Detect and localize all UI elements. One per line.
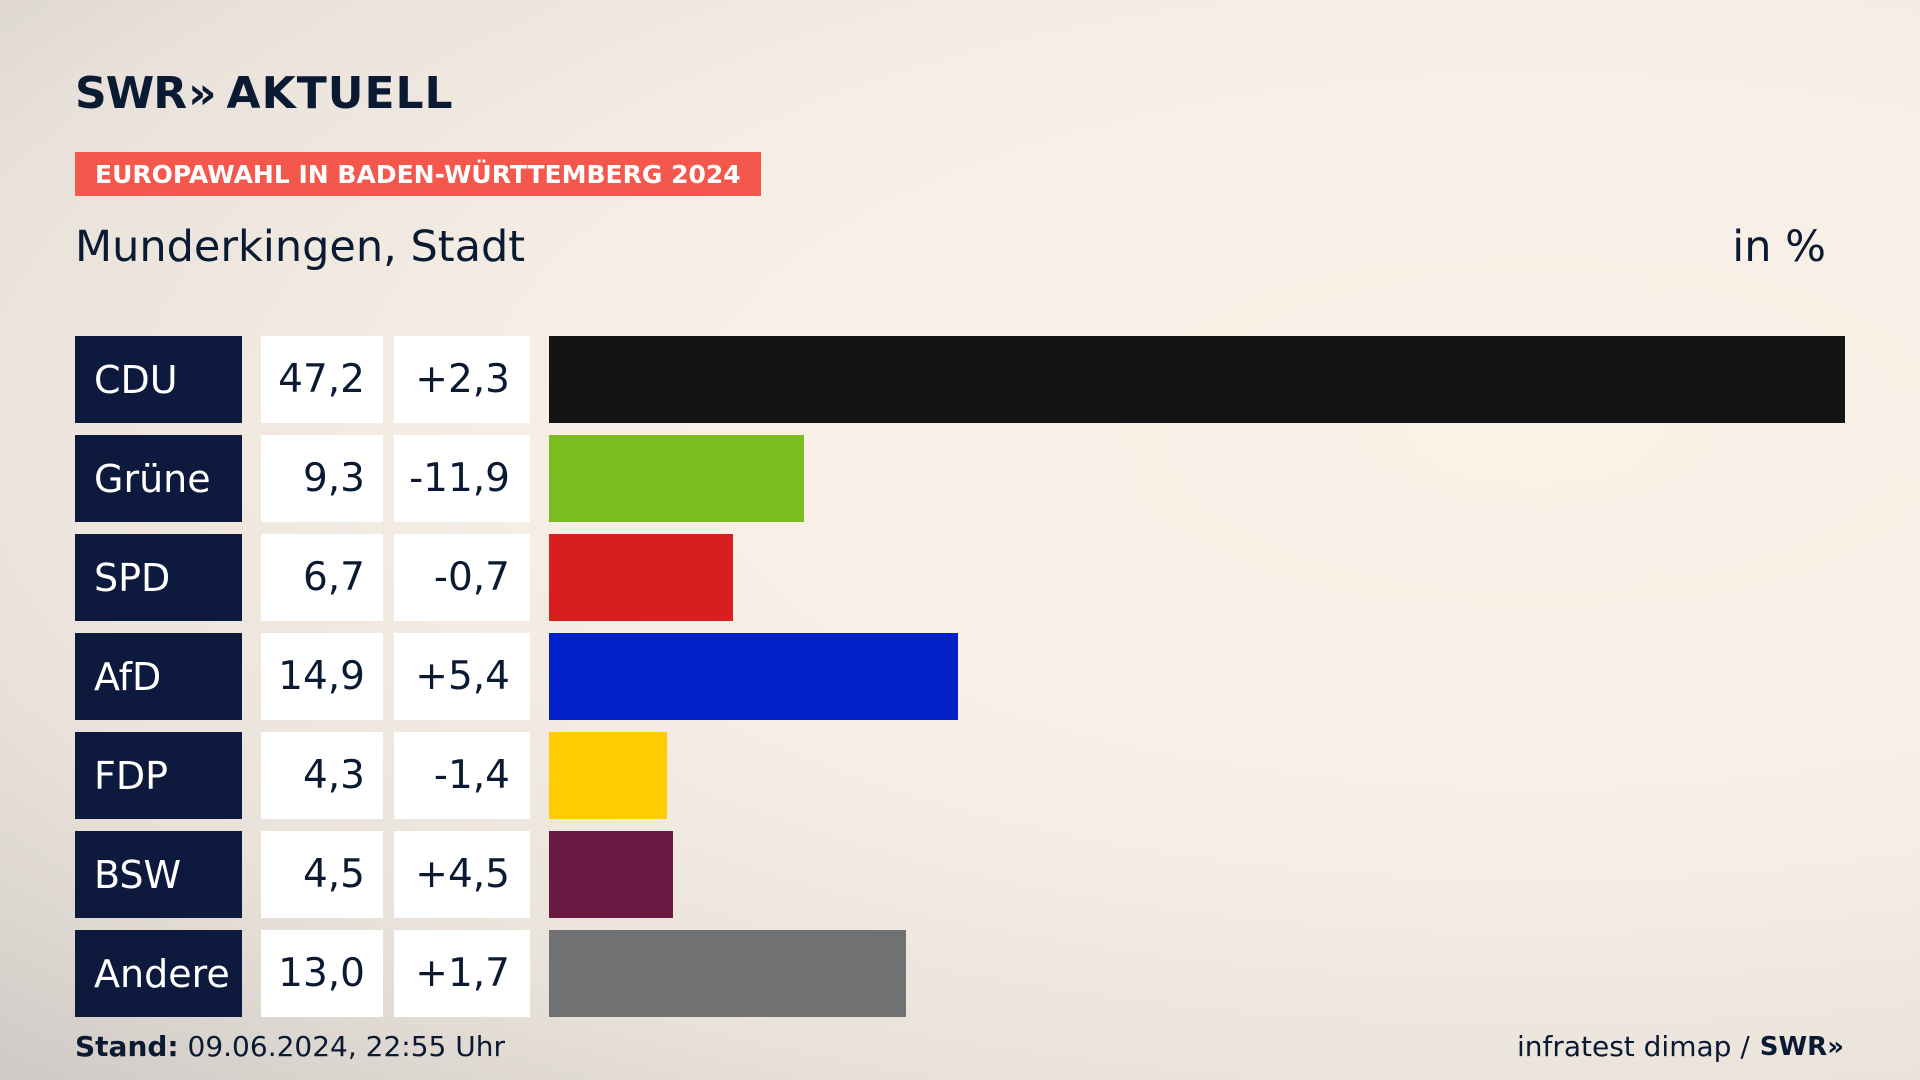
swr-small-logo: SWR»: [1759, 1031, 1844, 1062]
vote-share-value: 9,3: [261, 435, 383, 522]
party-row: AfD 14,9 +5,4: [75, 633, 1845, 720]
vote-change-value: -11,9: [394, 435, 530, 522]
vote-change-value: -0,7: [394, 534, 530, 621]
chevrons-icon: »: [188, 68, 217, 119]
vote-share-value: 4,3: [261, 732, 383, 819]
vote-share-bar: [549, 534, 733, 621]
stand-label: Stand:: [75, 1030, 179, 1063]
party-row: Andere 13,0 +1,7: [75, 930, 1845, 1017]
party-row: FDP 4,3 -1,4: [75, 732, 1845, 819]
vote-share-value: 6,7: [261, 534, 383, 621]
swr-logo: SWR»: [75, 68, 217, 119]
party-label: Grüne: [75, 435, 242, 522]
party-row: SPD 6,7 -0,7: [75, 534, 1845, 621]
party-label: AfD: [75, 633, 242, 720]
party-label: SPD: [75, 534, 242, 621]
vote-share-bar: [549, 435, 804, 522]
unit-label: in %: [1732, 222, 1826, 272]
section-name: AKTUELL: [226, 68, 454, 119]
vote-change-value: +1,7: [394, 930, 530, 1017]
source-name: infratest dimap /: [1516, 1030, 1750, 1063]
swr-aktuell-logo: SWR» AKTUELL: [75, 68, 454, 119]
party-label: Andere: [75, 930, 242, 1017]
party-label: FDP: [75, 732, 242, 819]
vote-share-value: 13,0: [261, 930, 383, 1017]
party-row: CDU 47,2 +2,3: [75, 336, 1845, 423]
timestamp: Stand: 09.06.2024, 22:55 Uhr: [75, 1030, 505, 1063]
swr-logo-text: SWR: [75, 68, 187, 119]
stand-value: 09.06.2024, 22:55 Uhr: [187, 1030, 505, 1063]
vote-share-value: 14,9: [261, 633, 383, 720]
vote-share-value: 47,2: [261, 336, 383, 423]
vote-change-value: -1,4: [394, 732, 530, 819]
vote-share-bar: [549, 831, 673, 918]
election-badge: EUROPAWAHL IN BADEN-WÜRTTEMBERG 2024: [75, 152, 761, 196]
region-title: Munderkingen, Stadt: [75, 222, 526, 272]
vote-share-value: 4,5: [261, 831, 383, 918]
party-row: BSW 4,5 +4,5: [75, 831, 1845, 918]
vote-share-bar: [549, 732, 667, 819]
party-row: Grüne 9,3 -11,9: [75, 435, 1845, 522]
vote-change-value: +2,3: [394, 336, 530, 423]
vote-share-bar: [549, 336, 1845, 423]
vote-share-bar: [549, 633, 958, 720]
vote-change-value: +4,5: [394, 831, 530, 918]
party-label: BSW: [75, 831, 242, 918]
vote-change-value: +5,4: [394, 633, 530, 720]
vote-share-bar: [549, 930, 906, 1017]
source-credit: infratest dimap / SWR»: [1517, 1030, 1844, 1063]
party-label: CDU: [75, 336, 242, 423]
